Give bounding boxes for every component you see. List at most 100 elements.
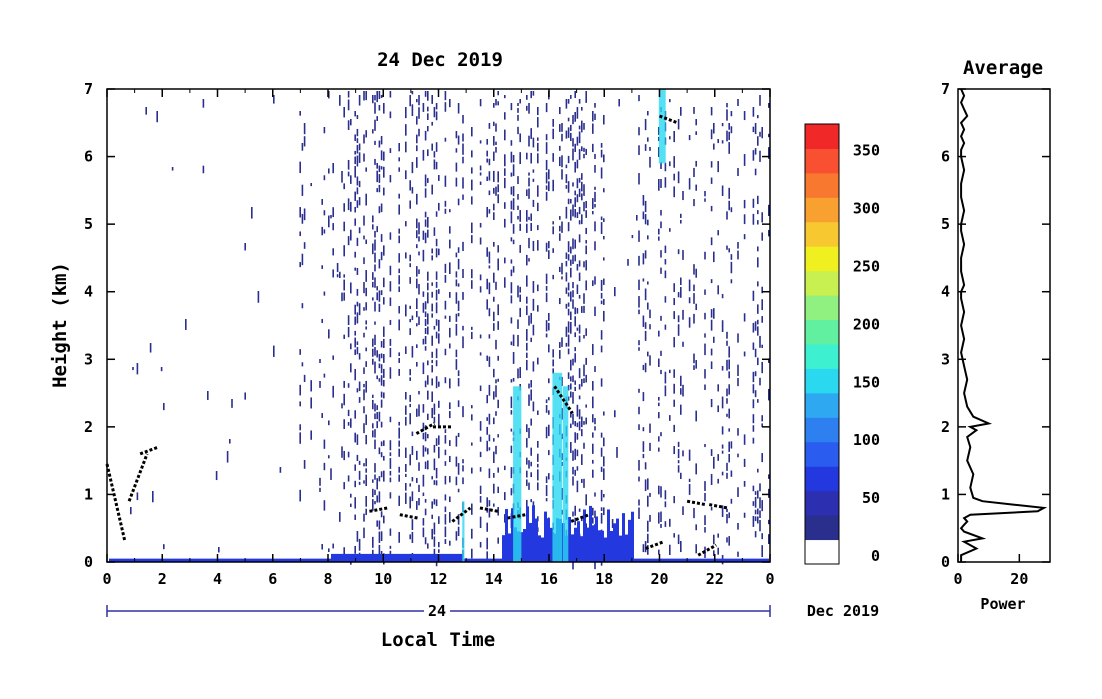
noise-cell — [559, 298, 561, 305]
noise-cell — [444, 208, 447, 214]
noise-cell — [567, 334, 570, 347]
noise-cell — [416, 244, 418, 249]
noise-cell — [411, 104, 414, 116]
noise-cell — [647, 281, 649, 285]
noise-cell — [545, 405, 548, 413]
noise-cell — [495, 123, 497, 132]
heatmap-cells — [105, 89, 770, 570]
surface-layer — [436, 553, 439, 562]
noise-cell — [493, 203, 495, 211]
noise-cell — [389, 492, 392, 499]
noise-cell — [721, 396, 724, 409]
noise-cell — [350, 201, 352, 212]
noise-cell — [583, 201, 585, 212]
noise-cell — [693, 313, 695, 324]
noise-cell — [358, 152, 361, 163]
noise-cell — [356, 301, 359, 307]
noise-cell — [444, 137, 447, 142]
noise-cell — [435, 319, 438, 326]
y-tick-label: 1 — [84, 485, 93, 503]
surface-layer — [460, 553, 463, 562]
noise-cell — [647, 533, 649, 544]
surface-layer — [523, 529, 526, 562]
noise-cell — [642, 364, 645, 371]
noise-cell — [433, 325, 436, 330]
noise-cell — [457, 463, 460, 475]
cloud-edge-trace — [553, 385, 574, 415]
noise-cell — [457, 526, 460, 536]
noise-cell — [479, 222, 482, 228]
noise-cell — [424, 319, 427, 326]
surface-layer — [550, 527, 553, 562]
noise-cell — [660, 162, 662, 169]
noise-cell — [424, 327, 427, 335]
noise-cell — [677, 292, 680, 298]
surface-layer — [328, 558, 331, 562]
noise-cell — [257, 291, 260, 303]
noise-cell — [427, 360, 429, 366]
noise-cell — [444, 429, 447, 434]
noise-cell — [435, 360, 438, 367]
noise-cell — [418, 95, 420, 106]
noise-cell — [664, 385, 667, 397]
noise-cell — [471, 414, 473, 421]
noise-cell — [416, 193, 418, 205]
noise-cell — [512, 239, 515, 245]
noise-cell — [583, 305, 585, 313]
surface-layer — [376, 553, 379, 562]
noise-cell — [572, 466, 574, 475]
noise-cell — [350, 418, 352, 428]
noise-cell — [380, 364, 383, 374]
noise-cell — [354, 191, 356, 201]
colorbar-tick-label: 0 — [871, 547, 880, 565]
noise-cell — [378, 184, 381, 193]
colorbar-swatch — [805, 197, 839, 223]
noise-cell — [545, 172, 548, 184]
colorbar-swatch — [805, 172, 839, 198]
noise-cell — [759, 150, 761, 162]
noise-cell — [585, 210, 587, 218]
noise-cell — [433, 536, 436, 547]
noise-cell — [273, 95, 275, 104]
noise-cell — [578, 260, 581, 267]
noise-cell — [761, 453, 763, 463]
surface-layer — [592, 525, 595, 562]
noise-cell — [603, 456, 605, 467]
surface-layer — [547, 518, 550, 562]
noise-cell — [462, 143, 464, 155]
noise-cell — [592, 517, 594, 524]
noise-cell — [354, 218, 356, 226]
noise-cell — [374, 102, 376, 114]
noise-cell — [376, 91, 378, 103]
noise-cell — [528, 177, 530, 187]
noise-cell — [435, 111, 438, 121]
noise-cell — [455, 435, 458, 447]
noise-cell — [644, 144, 647, 151]
noise-cell — [565, 99, 568, 109]
noise-cell — [669, 369, 671, 374]
noise-cell — [537, 453, 539, 462]
noise-cell — [411, 315, 414, 321]
noise-cell — [486, 176, 488, 181]
noise-cell — [600, 143, 603, 148]
noise-cell — [642, 427, 645, 432]
noise-cell — [427, 413, 429, 420]
noise-cell — [677, 465, 680, 473]
noise-cell — [638, 95, 640, 102]
noise-cell — [532, 281, 535, 293]
noise-cell — [592, 469, 594, 478]
noise-cell — [372, 536, 374, 548]
noise-cell — [493, 272, 495, 283]
noise-cell — [435, 161, 438, 170]
noise-cell — [323, 500, 326, 511]
noise-cell — [576, 136, 579, 146]
noise-cell — [737, 487, 739, 497]
noise-cell — [372, 499, 374, 511]
noise-cell — [350, 363, 352, 373]
noise-cell — [578, 188, 581, 197]
noise-cell — [574, 197, 576, 208]
noise-cell — [717, 230, 719, 236]
noise-cell — [444, 514, 447, 525]
noise-cell — [378, 378, 381, 382]
surface-layer — [406, 553, 409, 562]
